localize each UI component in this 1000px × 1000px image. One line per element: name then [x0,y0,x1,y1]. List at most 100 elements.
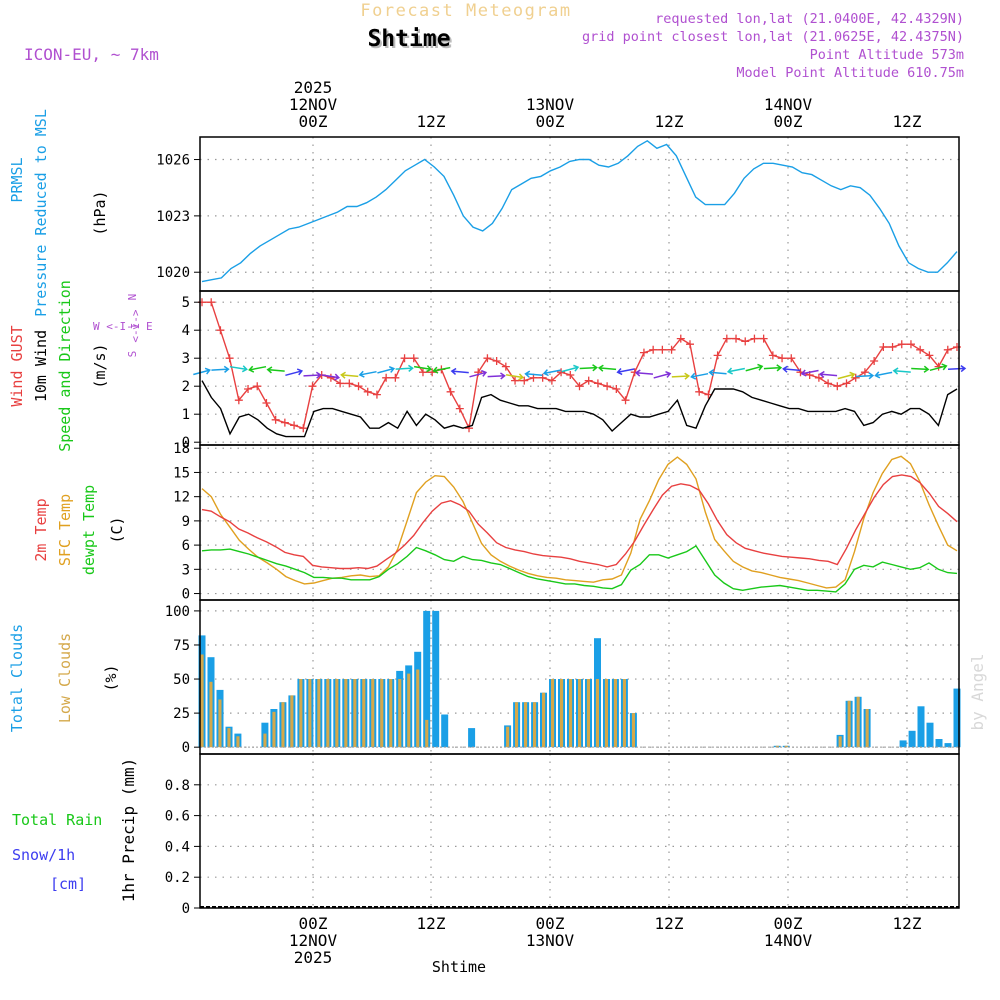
low-cloud-bar [272,711,276,748]
compass-north: N [126,294,139,301]
top-time-label-4-0: 14NOV [764,95,813,114]
prmsl-ylabel: (hPa) [91,190,109,235]
total-cloud-bar [441,714,449,748]
wind-gust-marker [455,404,464,413]
wind-gust-marker [621,396,630,405]
total-cloud-bar [432,610,440,748]
ytick-label-precip-4: 0.8 [165,778,190,794]
bottom-time-label-0-0: 00Z [299,914,328,933]
low-cloud-bar [856,696,860,748]
wind-direction-arrow [266,366,285,374]
wind-gust-marker [363,387,372,396]
ytick-label-temp-3: 9 [182,514,190,530]
dewpt-temp-line [201,544,958,593]
sfc-temp-line [201,455,958,589]
wind-gust-marker [299,424,308,433]
low-cloud-bar [263,733,267,748]
ytick-label-wind-2: 2 [182,379,190,395]
ytick-label-temp-6: 18 [173,441,190,457]
low-cloud-bar [326,679,330,748]
wind-gust-marker [870,357,879,365]
wind-direction-arrow [211,365,230,373]
wind-gust-marker [244,385,253,393]
ytick-label-precip-3: 0.6 [165,809,190,825]
wind-gust-marker [906,340,915,349]
low-cloud-bar [533,702,537,748]
wind-gust-marker [207,298,216,307]
wind-gust-marker [262,399,271,407]
wind-direction-arrow [561,364,580,373]
wind-gust-marker [326,373,335,382]
wind-direction-arrow [671,372,691,380]
low-cloud-bar [209,681,213,748]
top-time-label-2-1: 00Z [536,112,565,131]
compass-west-east: W <-I-> E [93,320,153,333]
wind-direction-arrow [947,364,967,373]
ytick-label-precip-2: 0.4 [165,839,190,855]
low-cloud-bar [551,679,555,748]
top-time-label-0-1: 12NOV [289,95,338,114]
wind-direction-arrow [229,365,248,373]
ytick-label-temp-1: 3 [182,562,190,578]
total-cloud-bar [926,722,934,748]
wind-gust-marker [492,357,501,365]
prmsl-line [201,139,958,283]
bottom-time-label-3-0: 12Z [655,914,684,933]
temp-2m-label: 2m Temp [32,498,50,561]
wind-gust-marker [925,351,934,360]
bottom-time-label-0-2: 2025 [294,948,333,967]
wind-gust-marker [603,382,612,391]
grid-layer [200,137,959,909]
wind-gust-marker [741,337,750,346]
low-cloud-bar [200,654,204,748]
wind-ylabel: (m/s) [91,343,109,388]
wind-direction-arrow [303,371,322,379]
wind-direction-arrow [929,363,948,372]
wind-gust-marker [308,382,317,391]
title-shadow: Shtime [369,28,452,54]
low-cloud-bar [236,736,240,748]
top-time-label-2-0: 13NOV [526,95,575,114]
wind-gust-marker [501,362,510,371]
ytick-label-clouds-4: 100 [165,604,190,620]
low-cloud-bar [290,695,294,748]
wind-gust-marker [943,345,952,354]
low-cloud-bar [595,679,599,748]
wind-gust-marker [658,345,667,354]
ytick-label-clouds-1: 25 [173,706,190,722]
low-cloud-bar [425,719,429,748]
wind-gust-marker [382,373,391,382]
frame-layer [194,136,960,909]
wind-gust-marker [280,418,289,427]
low-clouds-label: Low Clouds [56,633,74,723]
wind-gust-marker [391,373,400,382]
low-cloud-bar [775,745,779,748]
compass-axis: <-I-> [129,309,142,342]
wind-direction-arrow [616,368,635,376]
wind-direction-arrow [818,370,838,378]
wind-direction-arrow [377,365,396,374]
low-cloud-bar [299,679,303,748]
wind-gust-marker [216,326,225,335]
total-cloud-bar [935,739,943,748]
wind-direction-arrow [413,365,433,373]
wind-direction-arrow [708,369,727,377]
top-time-label-1-0: 12Z [417,112,446,131]
wind-gust-marker [916,345,925,354]
low-cloud-bar [335,679,339,748]
wind-direction-arrow [763,364,783,372]
bottom-time-label-4-1: 14NOV [764,931,813,950]
ytick-label-wind-0: 0 [182,435,190,451]
low-cloud-bar [560,679,564,748]
low-cloud-bar [227,728,231,748]
wind-direction-arrow [542,369,561,377]
top-time-label-5-0: 12Z [893,112,922,131]
low-cloud-bar [353,679,357,748]
info-gridpoint: grid point closest lon,lat (21.0625E, 42… [582,29,964,45]
bottom-time-label-4-0: 00Z [774,914,803,933]
wind-gust-marker [225,354,234,363]
low-cloud-bar [622,679,626,748]
wind-gust-marker [667,345,676,354]
low-cloud-bar [604,679,608,748]
low-cloud-bar [784,745,788,748]
